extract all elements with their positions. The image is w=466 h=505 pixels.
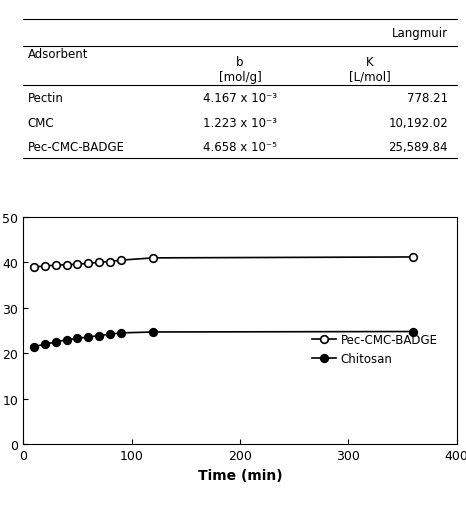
Chitosan [107,332,113,338]
Pec-CMC-BADGE [107,259,113,265]
Text: [L/mol]: [L/mol] [349,71,391,84]
Chitosan [411,329,416,335]
Text: Pectin: Pectin [27,92,63,105]
Text: 778.21: 778.21 [407,92,448,105]
Chitosan [64,337,69,343]
Pec-CMC-BADGE [75,262,80,268]
Pec-CMC-BADGE [31,265,37,271]
Chitosan [42,341,48,347]
Chitosan [151,329,156,335]
Text: Pec-CMC-BADGE: Pec-CMC-BADGE [27,140,124,154]
Text: 4.167 x 10⁻³: 4.167 x 10⁻³ [203,92,277,105]
Pec-CMC-BADGE [86,261,91,267]
Legend: Pec-CMC-BADGE, Chitosan: Pec-CMC-BADGE, Chitosan [308,328,442,370]
Text: 25,589.84: 25,589.84 [389,140,448,154]
Chitosan [86,334,91,340]
Pec-CMC-BADGE [96,260,102,266]
Text: [mol/g]: [mol/g] [219,71,261,84]
Text: 4.658 x 10⁻⁵: 4.658 x 10⁻⁵ [203,140,277,154]
Chitosan [96,333,102,339]
X-axis label: Time (min): Time (min) [198,468,282,482]
Line: Pec-CMC-BADGE: Pec-CMC-BADGE [30,254,417,271]
Chitosan [31,344,37,350]
Chitosan [53,339,59,345]
Chitosan [118,330,123,336]
Pec-CMC-BADGE [42,264,48,270]
Text: b: b [236,56,244,69]
Pec-CMC-BADGE [118,258,123,264]
Text: Langmuir: Langmuir [392,27,448,40]
Text: 10,192.02: 10,192.02 [388,117,448,130]
Pec-CMC-BADGE [64,262,69,268]
Text: 1.223 x 10⁻³: 1.223 x 10⁻³ [203,117,277,130]
Chitosan [75,336,80,342]
Line: Chitosan: Chitosan [30,328,417,350]
Pec-CMC-BADGE [151,256,156,262]
Text: K: K [366,56,374,69]
Pec-CMC-BADGE [53,263,59,269]
Pec-CMC-BADGE [411,255,416,261]
Text: Adsorbent: Adsorbent [27,48,88,61]
Text: CMC: CMC [27,117,54,130]
